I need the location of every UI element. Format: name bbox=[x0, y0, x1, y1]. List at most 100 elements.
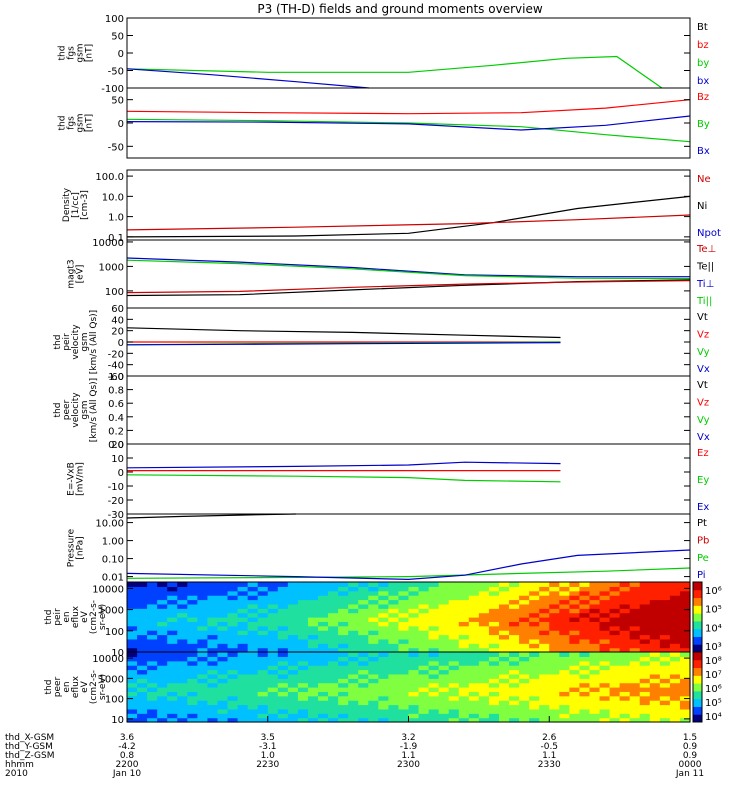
spectrogram-cell bbox=[338, 660, 349, 666]
spectrogram-cell bbox=[539, 625, 550, 631]
spectrogram-cell bbox=[187, 717, 198, 723]
spectrogram-cell bbox=[348, 590, 359, 596]
spectrogram-cell bbox=[609, 713, 621, 719]
spectrogram-cell bbox=[478, 612, 490, 618]
ylabel-line: fgs bbox=[67, 46, 77, 60]
spectrogram-cell bbox=[197, 700, 209, 706]
spectrogram-cell bbox=[599, 595, 611, 601]
spectrogram-cell bbox=[388, 708, 400, 714]
spectrogram-cell bbox=[227, 665, 239, 671]
spectrogram-cell bbox=[539, 704, 550, 710]
colorbar-tick-label: 10⁴ bbox=[705, 623, 722, 634]
spectrogram-cell bbox=[217, 713, 229, 719]
ytick-label: -20 bbox=[108, 496, 124, 507]
spectrogram-cell bbox=[388, 678, 400, 684]
spectrogram-cell bbox=[519, 656, 530, 662]
spectrogram-cell bbox=[247, 713, 259, 719]
spectrogram-cell bbox=[639, 603, 651, 609]
spectrogram-cell bbox=[609, 638, 621, 644]
panel-density: NeNiNpot100.010.01.00.1Density[1/cc][cm-… bbox=[62, 169, 721, 244]
spectrogram-cell bbox=[639, 713, 651, 719]
spectrogram-cell bbox=[368, 691, 379, 697]
spectrogram-cell bbox=[237, 717, 249, 723]
spectrogram-cell bbox=[348, 652, 359, 657]
legend-entry: By bbox=[697, 119, 710, 130]
spectrogram-cell bbox=[659, 713, 671, 719]
spectrogram-cell bbox=[307, 595, 319, 601]
spectrogram-cell bbox=[378, 595, 389, 601]
spectrogram-cell bbox=[247, 630, 259, 636]
spectrogram-cell bbox=[418, 660, 430, 666]
spectrogram-cell bbox=[649, 582, 661, 587]
spectrogram-cell bbox=[519, 660, 530, 666]
spectrogram-cell bbox=[579, 599, 591, 605]
spectrogram-cell bbox=[207, 617, 219, 622]
spectrogram-cell bbox=[468, 682, 480, 688]
spectrogram-cell bbox=[287, 673, 299, 679]
spectrogram-cell bbox=[679, 603, 691, 609]
spectrogram-cell bbox=[338, 621, 349, 627]
spectrogram-cell bbox=[217, 691, 229, 697]
spectrogram-cell bbox=[267, 595, 279, 601]
spectrogram-cell bbox=[177, 617, 188, 622]
spectrogram-cell bbox=[599, 625, 611, 631]
spectrogram-cell bbox=[197, 691, 209, 697]
spectrogram-cell bbox=[418, 665, 430, 671]
spectrogram-cell bbox=[318, 634, 329, 640]
spectrogram-cell bbox=[529, 647, 540, 653]
spectrogram-cell bbox=[639, 656, 651, 662]
spectrogram-cell bbox=[237, 625, 249, 631]
spectrogram-cell bbox=[378, 603, 389, 609]
spectrogram-cell bbox=[529, 695, 540, 701]
spectrogram-cell bbox=[388, 713, 400, 719]
spectrogram-cell bbox=[177, 595, 188, 601]
spectrogram-cell bbox=[609, 700, 621, 706]
spectrogram-cell bbox=[207, 682, 219, 688]
ytick-label: 1.00 bbox=[102, 537, 124, 548]
spectrogram-cell bbox=[438, 638, 450, 644]
spectrogram-cell bbox=[438, 617, 450, 622]
spectrogram-cell bbox=[187, 647, 198, 653]
spectrogram-cell bbox=[659, 660, 671, 666]
legend-entry: Vt bbox=[697, 380, 708, 391]
spectrogram-cell bbox=[468, 652, 480, 657]
spectrogram-cell bbox=[167, 586, 178, 592]
spectrogram-cell bbox=[659, 608, 671, 614]
spectrogram-cell bbox=[629, 700, 641, 706]
spectrogram-cell bbox=[307, 704, 319, 710]
spectrogram-cell bbox=[639, 708, 651, 714]
spectrogram-cell bbox=[147, 708, 158, 714]
spectrogram-cell bbox=[358, 586, 369, 592]
spectrogram-cell bbox=[187, 638, 198, 644]
spectrogram-cell bbox=[408, 612, 420, 618]
spectrogram-cell bbox=[599, 700, 611, 706]
colorbar-segment bbox=[693, 636, 702, 645]
spectrogram-cell bbox=[217, 612, 229, 618]
ylabel-line: Pressure bbox=[67, 528, 77, 567]
spectrogram-cell bbox=[267, 691, 279, 697]
spectrogram-cell bbox=[368, 708, 379, 714]
spectrogram-cell bbox=[599, 687, 611, 692]
spectrogram-cell bbox=[509, 682, 520, 688]
spectrogram-cell bbox=[147, 603, 158, 609]
spectrogram-cell bbox=[669, 612, 681, 618]
spectrogram-cell bbox=[247, 590, 259, 596]
spectrogram-cell bbox=[378, 652, 389, 657]
spectrogram-cell bbox=[207, 582, 219, 587]
spectrogram-cell bbox=[549, 625, 560, 631]
spectrogram-cell bbox=[227, 708, 239, 714]
spectrogram-cell bbox=[589, 590, 601, 596]
spectrogram-cell bbox=[167, 673, 178, 679]
spectrogram-cell bbox=[307, 678, 319, 684]
spectrogram-cell bbox=[609, 590, 621, 596]
ytick-label: 0 bbox=[118, 468, 124, 479]
spectrogram-cell bbox=[468, 665, 480, 671]
spectrogram-cell bbox=[428, 603, 440, 609]
spectrogram-cell bbox=[438, 630, 450, 636]
spectrogram-cell bbox=[659, 586, 671, 592]
spectrogram-cell bbox=[559, 652, 570, 657]
spectrogram-cell bbox=[207, 691, 219, 697]
spectrogram-cell bbox=[448, 656, 460, 662]
ylabel-line: eV bbox=[80, 680, 90, 693]
spectrogram-cell bbox=[307, 630, 319, 636]
